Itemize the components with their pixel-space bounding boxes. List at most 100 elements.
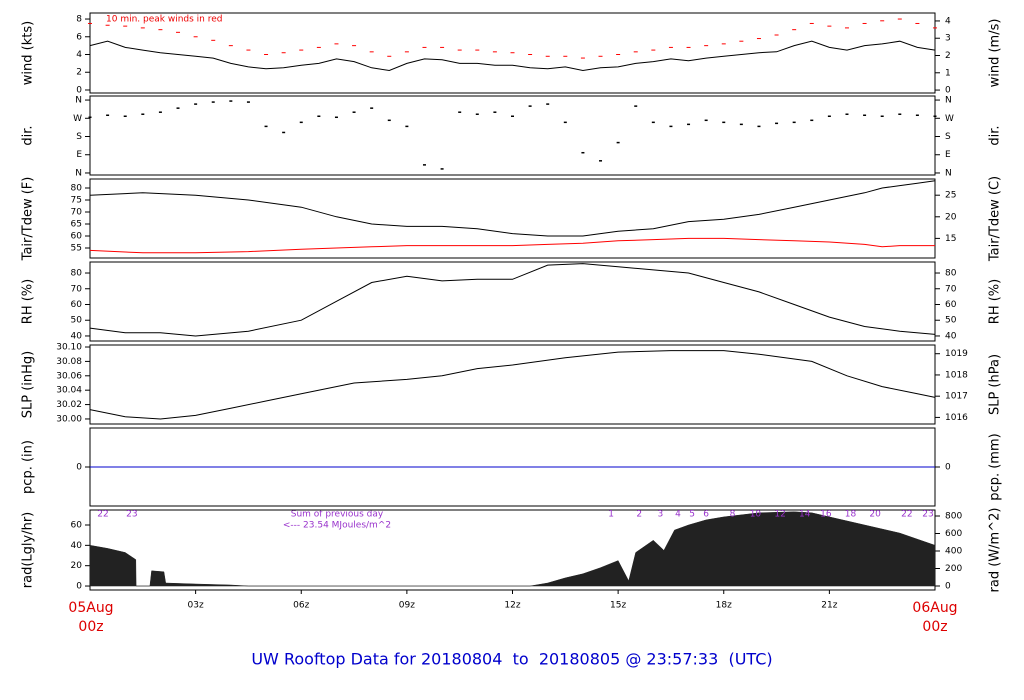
y2-tick-label: 800 [945,512,962,522]
y-tick-label: 30.08 [56,357,82,367]
y2-tick-label: 40 [945,331,957,341]
hour-mark: 6 [703,510,709,520]
hour-mark: 22 [97,510,108,520]
y2-tick-label: 20 [945,212,957,222]
y-tick-label: N [75,96,82,106]
y-tick-label: S [76,132,82,142]
y-tick-label: 80 [71,269,83,279]
y2-tick-label: E [945,150,951,160]
y-tick-label: N [75,168,82,178]
y-tick-label: 0 [76,582,82,592]
y-tick-label: 70 [71,207,83,217]
y2-axis-title: rad (W/m^2) [988,508,1003,593]
y-tick-label: 70 [71,284,83,294]
y-tick-label: 50 [71,316,83,326]
hour-mark: 16 [820,510,832,520]
y-tick-label: 30.10 [56,343,82,353]
y2-tick-label: 0 [945,463,951,473]
y2-axis-title: wind (m/s) [988,19,1003,88]
panel-frame [89,261,936,342]
data-line [89,180,936,237]
y2-tick-label: 3 [945,34,951,44]
x-tick-label: 09z [399,601,415,611]
y2-axis-title: pcp. (mm) [988,433,1003,500]
panel-frame [89,344,936,425]
chart-title: UW Rooftop Data for 20180804 to 20180805… [251,650,772,669]
panel-frame [89,12,936,94]
y2-tick-label: 1 [945,68,951,78]
y2-tick-label: 25 [945,191,956,201]
y-tick-label: 40 [71,331,83,341]
x-tick-label: 15z [610,601,626,611]
y2-axis-title: Tair/Tdew (C) [988,176,1003,262]
x-tick-label: 18z [716,601,732,611]
x-tick-label: 12z [504,601,520,611]
y-tick-label: 30.06 [56,371,82,381]
y2-tick-label: 15 [945,234,956,244]
y2-tick-label: 1018 [945,370,968,380]
hour-mark: 23 [126,510,137,520]
y-tick-label: 0 [76,85,82,95]
y2-tick-label: N [945,168,952,178]
end-date: 06Aug [912,600,957,616]
y-tick-label: 60 [71,300,83,310]
y-axis-title: RH (%) [21,279,36,324]
hour-mark: 1 [608,510,614,520]
y-axis-title: pcp. (in) [21,440,36,494]
y2-tick-label: W [945,114,954,124]
y-tick-label: 75 [71,195,82,205]
y-axis-title: SLP (inHg) [21,351,36,419]
y2-tick-label: 70 [945,284,957,294]
y-tick-label: E [76,150,82,160]
hour-mark: 5 [689,510,695,520]
y2-tick-label: 4 [945,16,951,26]
y2-tick-label: 80 [945,269,957,279]
y-axis-title: rad(Lgly/hr) [21,512,36,588]
y-tick-label: 4 [76,50,82,60]
start-time: 00z [78,619,103,635]
y2-tick-label: 0 [945,86,951,96]
y2-tick-label: 400 [945,547,962,557]
x-tick-label: 06z [293,601,309,611]
hour-mark: 4 [675,510,681,520]
y2-tick-label: 50 [945,316,957,326]
y2-tick-label: 2 [945,51,951,61]
y-tick-label: 8 [76,15,82,25]
y-tick-label: 2 [76,68,82,78]
hour-mark: 14 [799,510,811,520]
y-tick-label: 55 [71,243,82,253]
hour-mark: 3 [658,510,664,520]
y2-axis-title: dir. [988,125,1003,145]
y2-tick-label: 600 [945,529,962,539]
hour-mark: 8 [730,510,736,520]
y-tick-label: 0 [76,463,82,473]
data-line [89,263,936,337]
y2-tick-label: N [945,96,952,106]
hour-mark: 2 [636,510,642,520]
end-time: 00z [922,619,947,635]
y2-tick-label: 0 [945,582,951,592]
y-tick-label: 40 [71,541,83,551]
data-area [89,511,936,587]
y-tick-label: 30.04 [56,386,82,396]
y-tick-label: 60 [71,521,83,531]
y-tick-label: 80 [71,183,83,193]
y-tick-label: 60 [71,231,83,241]
y-tick-label: 20 [71,561,83,571]
y-tick-label: 65 [71,219,82,229]
y2-tick-label: S [945,132,951,142]
y2-tick-label: 1019 [945,349,968,359]
panel-frame [89,95,936,176]
hour-mark: 12 [774,510,785,520]
y-axis-title: Tair/Tdew (F) [21,177,36,262]
hour-mark: 23 [922,510,933,520]
panel-frame [89,178,936,259]
x-tick-label: 21z [821,601,837,611]
data-line [89,237,935,254]
hour-mark: 10 [750,510,762,520]
y2-axis-title: RH (%) [988,279,1003,324]
y-tick-label: 30.00 [56,414,82,424]
y2-tick-label: 60 [945,300,957,310]
y2-tick-label: 1017 [945,392,968,402]
